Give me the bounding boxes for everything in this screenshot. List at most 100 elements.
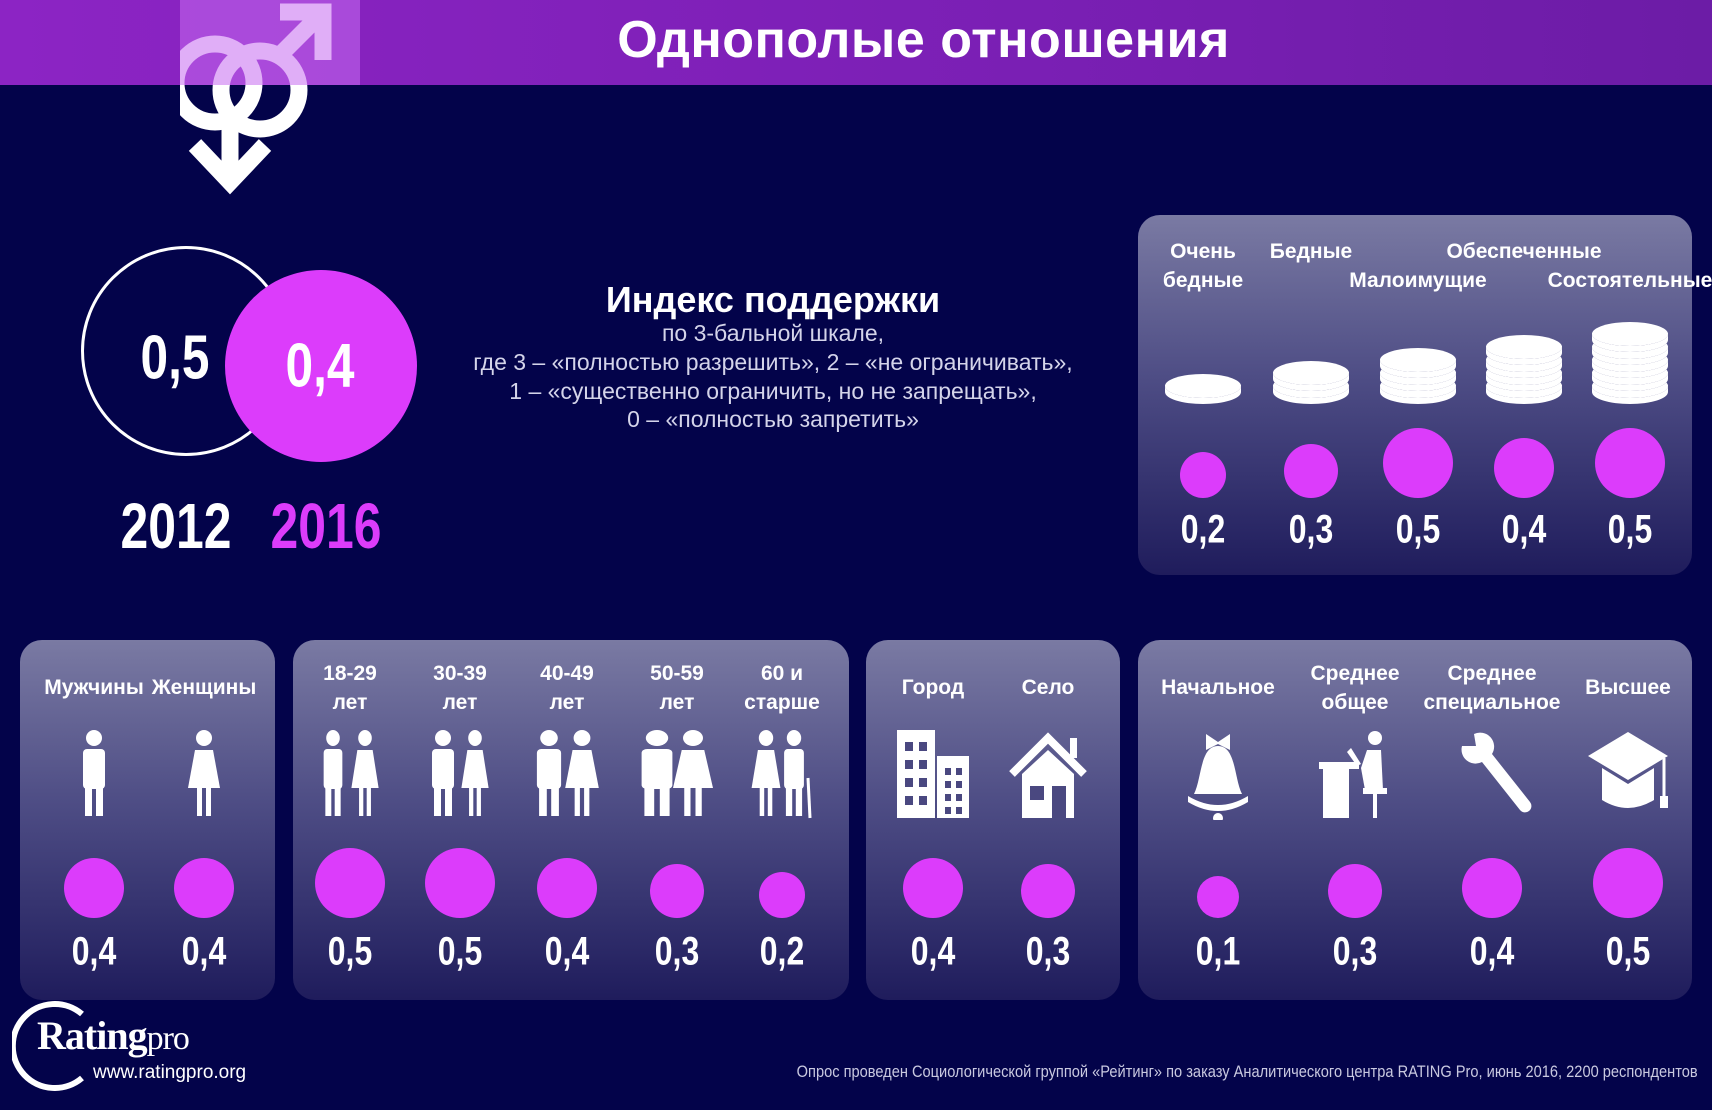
category-label: общее (1321, 691, 1389, 714)
category-label: Обеспеченные (1446, 240, 1602, 263)
elderly-couple-icon (751, 730, 812, 819)
category-label: Женщины (151, 676, 257, 699)
index-value: 0,4 (181, 929, 227, 974)
house-icon (1009, 732, 1087, 818)
footnote: Опрос проведен Социологической группой «… (797, 1062, 1698, 1081)
category-label: 50-59 (650, 662, 704, 685)
building-icon (897, 730, 969, 818)
value-dot (1180, 452, 1226, 498)
value-dot (759, 872, 805, 918)
page-title: Однополые отношения (617, 11, 1230, 69)
value-dot (1595, 428, 1665, 498)
index-value: 0,3 (1332, 929, 1378, 974)
coin-stack-icon (1486, 335, 1562, 404)
index-scale-line: по 3-бальной шкале, (661, 320, 885, 346)
category-label: Бедные (1269, 240, 1353, 263)
settlement-panel (866, 640, 1120, 1000)
index-scale-line: где 3 – «полностью разрешить», 2 – «не о… (473, 349, 1073, 375)
category-label: старше (744, 691, 820, 714)
category-label: Среднее (1447, 662, 1537, 685)
gender-panel (20, 640, 275, 1000)
category-label: 18-29 (323, 662, 377, 685)
logo-url[interactable]: www.ratingpro.org (93, 1062, 247, 1083)
index-value: 0,5 (327, 929, 373, 974)
index-value: 0,4 (1501, 507, 1547, 552)
value-dot (650, 864, 704, 918)
ratingpro-logo (12, 1001, 84, 1091)
index-title: Индекс поддержки (605, 279, 941, 320)
age-panel (293, 640, 849, 1000)
category-label: Мужчины (44, 676, 144, 699)
wrench-icon (1461, 732, 1532, 813)
value-dot (425, 848, 495, 918)
value-dot (64, 858, 124, 918)
education-panel (1138, 640, 1692, 1000)
index-value: 0,2 (759, 929, 805, 974)
index-value: 0,3 (1025, 929, 1071, 974)
category-label: Начальное (1161, 676, 1275, 699)
category-label: бедные (1162, 269, 1244, 292)
index-value: 0,2 (1180, 507, 1226, 552)
index-value: 0,5 (1605, 929, 1651, 974)
value-dot (903, 858, 963, 918)
value-dot (1494, 438, 1554, 498)
index-value: 0,4 (544, 929, 590, 974)
category-label: лет (332, 691, 368, 714)
logo-text: Ratingpro (37, 1013, 190, 1058)
category-label: специальное (1423, 691, 1561, 714)
index-value: 0,1 (1195, 929, 1241, 974)
index-value: 0,5 (1607, 507, 1653, 552)
value-dot (1593, 848, 1663, 918)
category-label: 40-49 (540, 662, 594, 685)
category-label: Среднее (1310, 662, 1400, 685)
school-bell-icon (1188, 734, 1248, 820)
coin-stack-icon (1273, 361, 1349, 404)
value-dot (315, 848, 385, 918)
value-2016: 0,4 (285, 331, 355, 401)
index-value: 0,4 (910, 929, 956, 974)
index-value: 0,5 (1395, 507, 1441, 552)
gender-symbol-icon (180, 0, 360, 195)
middle-aged-couple-icon (641, 730, 713, 816)
value-dot (537, 858, 597, 918)
value-dot (174, 858, 234, 918)
value-2012: 0,5 (140, 323, 210, 393)
category-label: 30-39 (433, 662, 487, 685)
index-value: 0,4 (1469, 929, 1515, 974)
student-desk-icon (1319, 731, 1387, 818)
index-scale-line: 0 – «полностью запретить» (627, 406, 919, 432)
man-icon (83, 730, 105, 816)
category-label: Село (1021, 676, 1075, 699)
year-2012: 2012 (120, 490, 232, 562)
young-couple-icon (323, 730, 379, 816)
business-couple-icon (432, 730, 489, 816)
category-label: Малоимущие (1349, 269, 1487, 292)
woman-icon (188, 730, 220, 816)
index-value: 0,3 (1288, 507, 1334, 552)
category-label: 60 и (760, 662, 804, 685)
category-label: Город (901, 676, 965, 699)
category-label: Очень (1170, 240, 1236, 263)
coin-stack-icon (1165, 374, 1241, 404)
couple-icon (536, 730, 599, 816)
coin-stack-icon (1380, 348, 1456, 404)
year-2016: 2016 (270, 490, 382, 562)
category-label: лет (549, 691, 585, 714)
index-value: 0,3 (654, 929, 700, 974)
coin-stack-icon (1592, 322, 1668, 404)
circle-2016 (225, 270, 417, 462)
value-dot (1284, 444, 1338, 498)
value-dot (1328, 864, 1382, 918)
category-label: лет (659, 691, 695, 714)
value-dot (1462, 858, 1522, 918)
index-value: 0,4 (71, 929, 117, 974)
index-value: 0,5 (437, 929, 483, 974)
value-dot (1197, 876, 1239, 918)
category-label: Высшее (1585, 676, 1671, 699)
category-label: лет (442, 691, 478, 714)
value-dot (1021, 864, 1075, 918)
index-scale-line: 1 – «существенно ограничить, но не запре… (509, 378, 1037, 404)
value-dot (1383, 428, 1453, 498)
graduation-cap-icon (1588, 732, 1668, 808)
category-label: Состоятельные (1547, 269, 1712, 292)
